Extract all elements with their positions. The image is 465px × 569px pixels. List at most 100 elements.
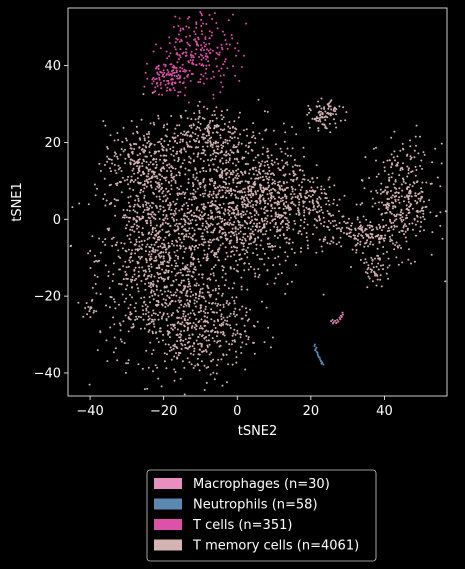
data-point	[356, 239, 359, 241]
data-point	[200, 318, 203, 321]
data-point	[178, 150, 181, 153]
data-point	[208, 178, 211, 181]
data-point	[141, 217, 144, 220]
data-point	[391, 207, 394, 210]
data-point	[229, 131, 231, 134]
data-point	[294, 173, 297, 176]
data-point	[220, 144, 223, 147]
data-point	[142, 205, 145, 208]
data-point	[229, 216, 232, 219]
data-point	[226, 109, 229, 111]
data-point	[345, 111, 348, 114]
data-point	[227, 303, 230, 306]
data-point	[171, 240, 174, 243]
data-point	[252, 134, 255, 137]
data-point	[165, 251, 167, 254]
data-point	[122, 320, 125, 323]
data-point	[410, 203, 413, 206]
data-point	[249, 201, 251, 204]
data-point	[239, 253, 242, 256]
data-point	[388, 229, 391, 232]
data-point	[154, 251, 157, 254]
data-point	[195, 21, 198, 24]
data-point	[158, 73, 161, 76]
data-point	[401, 142, 404, 145]
data-point	[241, 203, 243, 206]
data-point	[152, 248, 155, 251]
data-point	[335, 243, 338, 246]
data-point	[394, 192, 397, 194]
data-point	[142, 158, 145, 161]
data-point	[385, 272, 388, 275]
data-point	[395, 215, 398, 217]
data-point	[175, 352, 177, 355]
data-point	[312, 206, 315, 209]
data-point	[412, 228, 414, 231]
data-point	[190, 326, 193, 329]
data-point	[236, 263, 239, 266]
data-point	[175, 262, 178, 265]
data-point	[277, 167, 280, 170]
legend-label: T memory cells (n=4061)	[192, 539, 359, 554]
data-point	[134, 210, 137, 213]
data-point	[215, 279, 217, 282]
data-point	[232, 171, 235, 174]
data-point	[185, 274, 188, 277]
data-point	[179, 66, 182, 69]
data-point	[231, 334, 234, 337]
data-point	[157, 300, 160, 302]
data-point	[152, 290, 155, 293]
data-point	[201, 222, 204, 225]
data-point	[183, 235, 186, 238]
data-point	[252, 186, 255, 189]
data-point	[187, 73, 190, 76]
data-point	[179, 271, 182, 274]
data-point	[331, 322, 334, 325]
data-point	[174, 167, 177, 170]
data-point	[141, 305, 144, 308]
data-point	[187, 313, 190, 316]
data-point	[221, 157, 224, 160]
data-point	[211, 131, 214, 134]
data-point	[204, 312, 207, 314]
data-point	[204, 184, 207, 187]
data-point	[360, 179, 363, 181]
data-point	[330, 108, 333, 111]
data-point	[278, 217, 281, 219]
data-point	[227, 208, 230, 211]
data-point	[229, 266, 232, 269]
data-point	[199, 182, 202, 185]
data-point	[393, 130, 396, 133]
data-point	[198, 109, 201, 112]
data-point	[194, 219, 197, 222]
data-point	[392, 228, 395, 231]
data-point	[272, 129, 275, 132]
data-point	[160, 263, 163, 266]
data-point	[199, 288, 202, 291]
data-point	[150, 177, 153, 180]
data-point	[182, 28, 185, 31]
data-point	[240, 66, 243, 68]
data-point	[395, 187, 398, 190]
data-point	[308, 111, 310, 114]
data-point	[131, 229, 134, 232]
data-point	[315, 200, 318, 203]
data-point	[168, 163, 171, 166]
data-point	[291, 126, 293, 128]
data-point	[217, 210, 220, 213]
data-point	[195, 223, 198, 226]
data-point	[214, 216, 217, 219]
data-point	[173, 175, 176, 178]
data-point	[183, 329, 186, 332]
data-point	[412, 181, 415, 184]
data-point	[229, 312, 232, 315]
data-point	[139, 189, 142, 192]
data-point	[244, 368, 247, 371]
data-point	[184, 303, 187, 306]
data-point	[203, 45, 206, 48]
data-point	[413, 156, 416, 159]
data-point	[368, 177, 371, 179]
data-point	[207, 217, 210, 220]
data-point	[202, 195, 205, 198]
data-point	[406, 207, 409, 210]
